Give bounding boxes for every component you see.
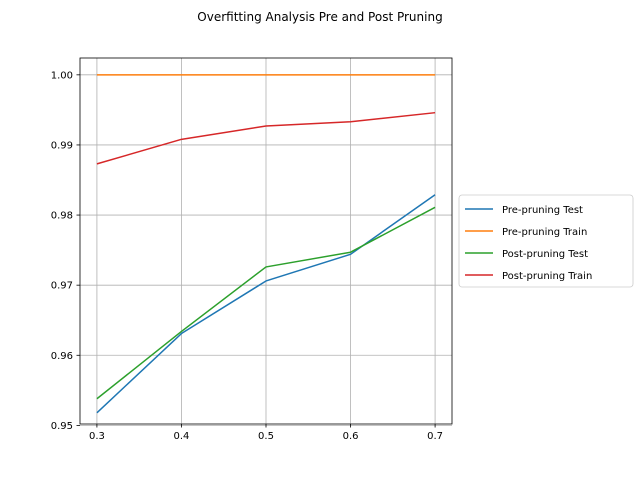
legend: Pre-pruning Test Pre-pruning Train Post-pr… bbox=[458, 194, 634, 288]
legend-label: Pre-pruning Test bbox=[502, 205, 583, 216]
legend-box bbox=[458, 194, 634, 288]
series-line-1 bbox=[96, 194, 436, 414]
series-line-4 bbox=[96, 111, 436, 165]
y-tick-label: 1.00 bbox=[51, 70, 73, 81]
x-tick-label: 0.6 bbox=[343, 431, 359, 442]
x-tick-label: 0.4 bbox=[174, 431, 190, 442]
y-tick-label: 0.95 bbox=[51, 421, 73, 432]
x-tick-label: 0.7 bbox=[427, 431, 443, 442]
legend-label: Post-pruning Test bbox=[502, 249, 588, 260]
legend-label: Pre-pruning Train bbox=[502, 227, 587, 238]
y-tick-label: 0.96 bbox=[51, 351, 73, 362]
chart-title: Overfitting Analysis Pre and Post Prunin… bbox=[197, 10, 442, 24]
y-tick-label: 0.98 bbox=[51, 211, 73, 222]
series-line-3 bbox=[96, 206, 436, 400]
axis-ticks: 0.3 0.4 0.5 0.6 0.7 0.95 0.96 0.97 0.98 0.99 1.00 bbox=[51, 70, 443, 442]
x-tick-label: 0.5 bbox=[258, 431, 274, 442]
y-tick-label: 0.99 bbox=[51, 140, 73, 151]
y-tick-label: 0.97 bbox=[51, 281, 73, 292]
series-lines bbox=[96, 74, 436, 414]
legend-label: Post-pruning Train bbox=[502, 271, 592, 282]
x-tick-label: 0.3 bbox=[89, 431, 105, 442]
